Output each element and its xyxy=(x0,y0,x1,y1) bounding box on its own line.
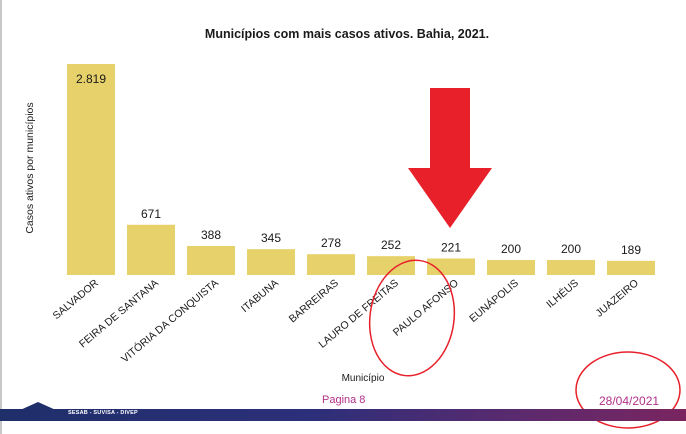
value-label-7: 200 xyxy=(501,242,521,256)
value-label-6: 221 xyxy=(441,240,461,254)
red-arrow-annotation xyxy=(408,88,492,228)
y-axis-label: Casos ativos por municípios xyxy=(24,102,36,233)
page-number: Pagina 8 xyxy=(322,394,366,406)
chart-title: Municípios com mais casos ativos. Bahia,… xyxy=(205,27,489,41)
value-label-3: 345 xyxy=(261,231,281,245)
bar-7 xyxy=(487,260,535,275)
bar-2 xyxy=(187,245,235,275)
value-label-2: 388 xyxy=(201,228,221,242)
category-label-7: EUNÁPOLIS xyxy=(467,276,521,325)
red-circle-annotation-label xyxy=(368,259,456,377)
value-label-9: 189 xyxy=(621,243,641,257)
bar-3 xyxy=(247,249,295,275)
bar-4 xyxy=(307,254,355,275)
category-label-4: BARREIRAS xyxy=(287,277,341,325)
category-label-6: PAULO AFONSO xyxy=(391,277,461,339)
left-border-line xyxy=(0,0,2,434)
category-label-0: SALVADOR xyxy=(51,277,102,322)
value-label-1: 671 xyxy=(141,207,161,221)
bar-8 xyxy=(547,260,595,275)
value-label-4: 278 xyxy=(321,236,341,250)
value-label-8: 200 xyxy=(561,242,581,256)
footer-bar xyxy=(0,409,686,421)
report-date: 28/04/2021 xyxy=(599,394,660,408)
bar-1 xyxy=(127,224,175,275)
red-circle-annotation-date xyxy=(575,351,681,429)
value-label-5: 252 xyxy=(381,238,401,252)
bar-0 xyxy=(67,64,115,275)
category-label-8: ILHÉUS xyxy=(544,276,581,310)
bar-5 xyxy=(367,256,415,275)
category-label-2: VITÓRIA DA CONQUISTA xyxy=(118,276,221,365)
annotations-group xyxy=(368,88,681,429)
category-label-3: ITABUNA xyxy=(239,277,281,315)
footer-triangle xyxy=(18,402,58,411)
bar-9 xyxy=(607,260,655,275)
footer-org-text: SESAB - SUVISA - DIVEP xyxy=(68,410,138,416)
x-axis-label: Município xyxy=(342,373,385,384)
category-label-9: JUAZEIRO xyxy=(593,277,640,320)
value-label-0: 2.819 xyxy=(76,72,106,86)
